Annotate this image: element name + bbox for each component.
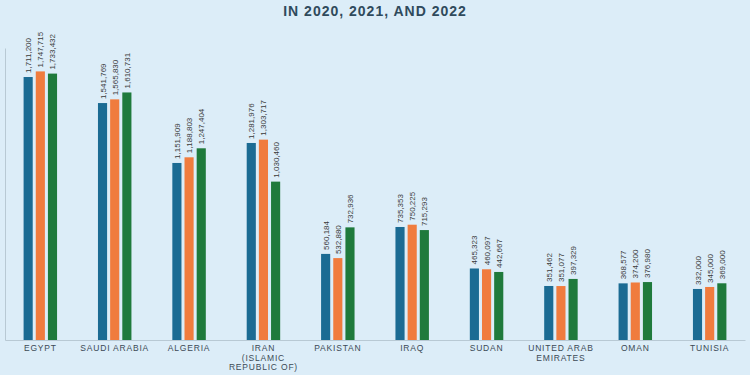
bar bbox=[122, 92, 131, 340]
tick: ALGERIA bbox=[168, 343, 210, 353]
data-label: 460,097 bbox=[483, 236, 492, 265]
bar bbox=[345, 227, 354, 340]
bar bbox=[631, 282, 640, 340]
bar bbox=[717, 283, 726, 340]
data-label: 1,747,715 bbox=[36, 31, 45, 67]
y-axis-line bbox=[5, 49, 6, 341]
bar bbox=[693, 289, 702, 340]
tick: EGYPT bbox=[24, 343, 57, 353]
tick: UNITED ARABEMIRATES bbox=[528, 343, 593, 362]
data-label: 532,880 bbox=[334, 225, 343, 254]
tick: IRAQ bbox=[400, 343, 424, 353]
data-labels: 1,711,200 1,541,769 1,151,909 1,281,976 560,… bbox=[24, 31, 727, 285]
bar bbox=[569, 279, 578, 340]
bar bbox=[556, 286, 565, 340]
x-axis-line bbox=[6, 340, 746, 341]
bar bbox=[705, 287, 714, 340]
bar bbox=[98, 103, 107, 340]
data-label: 369,000 bbox=[718, 250, 727, 279]
bar bbox=[470, 268, 479, 340]
bar bbox=[482, 269, 491, 340]
data-label: 1,247,404 bbox=[197, 108, 206, 144]
data-label: 376,980 bbox=[643, 249, 652, 278]
data-label: 368,577 bbox=[619, 250, 628, 279]
bar bbox=[420, 230, 429, 340]
bar bbox=[321, 254, 330, 340]
bar bbox=[36, 71, 45, 340]
tick-label: ALGERIA bbox=[168, 343, 210, 353]
bar bbox=[643, 282, 652, 340]
data-label: 1,541,769 bbox=[99, 63, 108, 99]
tick-label: IRAN(ISLAMICREPUBLIC OF) bbox=[229, 343, 298, 372]
tick: SAUDI ARABIA bbox=[80, 343, 149, 353]
chart: IN 2020, 2021, AND 2022 1,711,200 1,541,76… bbox=[0, 0, 750, 375]
bar bbox=[271, 182, 280, 340]
data-label: 465,323 bbox=[470, 235, 479, 264]
bar bbox=[544, 286, 553, 340]
data-label: 351,077 bbox=[557, 253, 566, 282]
tick: OMAN bbox=[621, 343, 650, 353]
data-label: 1,565,830 bbox=[111, 59, 120, 95]
bar bbox=[172, 163, 181, 340]
data-label: 351,462 bbox=[545, 253, 554, 282]
bar bbox=[494, 272, 503, 340]
title: IN 2020, 2021, AND 2022 bbox=[283, 3, 467, 19]
tick-label: IRAQ bbox=[400, 343, 424, 353]
data-label: 397,329 bbox=[569, 245, 578, 274]
tick-label: UNITED ARABEMIRATES bbox=[528, 343, 593, 362]
data-label: 1,303,717 bbox=[259, 99, 268, 135]
bar bbox=[24, 77, 33, 340]
data-label: 332,000 bbox=[694, 256, 703, 285]
tick-label: EGYPT bbox=[24, 343, 57, 353]
data-label: 1,610,731 bbox=[123, 52, 132, 88]
bar bbox=[619, 283, 628, 340]
bar bbox=[110, 99, 119, 340]
x-axis: EGYPT SAUDI ARABIA ALGERIA IRAN(ISLAMICREPU… bbox=[6, 341, 746, 373]
tick: IRAN(ISLAMICREPUBLIC OF) bbox=[229, 343, 298, 372]
data-label: 1,711,200 bbox=[24, 37, 33, 73]
data-label: 732,936 bbox=[346, 194, 355, 223]
background bbox=[0, 0, 750, 375]
data-label: 1,188,803 bbox=[185, 117, 194, 153]
data-label: 1,151,909 bbox=[173, 123, 182, 159]
bar bbox=[48, 74, 57, 340]
bars bbox=[24, 71, 727, 340]
data-label: 750,225 bbox=[408, 191, 417, 220]
tick: PAKISTAN bbox=[314, 343, 361, 353]
data-label: 735,353 bbox=[396, 194, 405, 223]
tick: TUNISIA bbox=[690, 343, 729, 353]
data-label: 345,000 bbox=[706, 254, 715, 283]
tick-label: TUNISIA bbox=[690, 343, 729, 353]
data-label: 442,667 bbox=[495, 239, 504, 268]
bar bbox=[408, 225, 417, 340]
bar bbox=[197, 148, 206, 340]
bar bbox=[333, 258, 342, 340]
tick-label: OMAN bbox=[621, 343, 650, 353]
data-label: 374,200 bbox=[631, 249, 640, 278]
bar bbox=[395, 227, 404, 340]
data-label: 715,293 bbox=[420, 197, 429, 226]
tick-label: SAUDI ARABIA bbox=[80, 343, 149, 353]
tick-label: SUDAN bbox=[470, 343, 504, 353]
y-axis bbox=[5, 49, 6, 341]
bar bbox=[247, 143, 256, 340]
data-label: 1,030,460 bbox=[272, 141, 281, 177]
data-label: 1,733,432 bbox=[48, 33, 57, 69]
data-label: 1,281,976 bbox=[247, 103, 256, 139]
bar bbox=[185, 157, 194, 340]
data-label: 560,184 bbox=[322, 220, 331, 249]
tick: SUDAN bbox=[470, 343, 504, 353]
tick-label: PAKISTAN bbox=[314, 343, 361, 353]
bar bbox=[259, 140, 268, 340]
